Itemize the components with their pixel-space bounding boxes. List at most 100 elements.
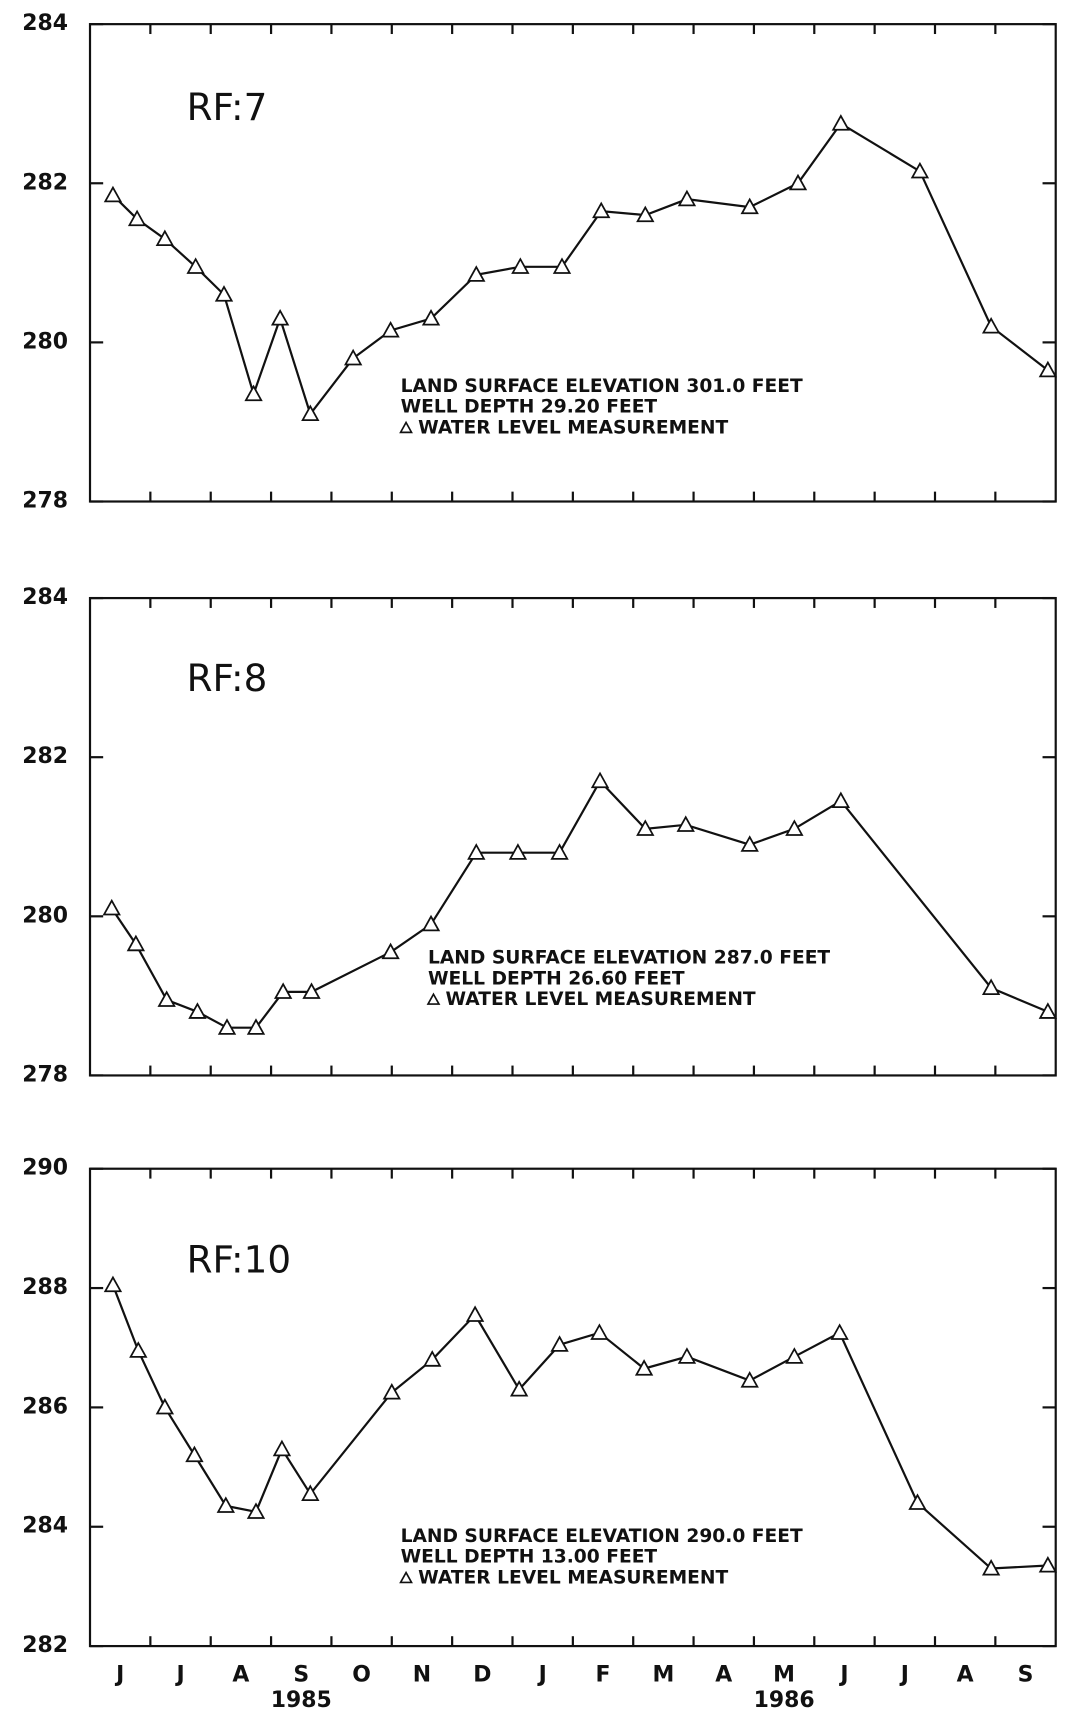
y-tick-label: 282 <box>22 744 68 769</box>
data-point <box>740 835 759 852</box>
x-tick-label: M <box>773 1663 795 1688</box>
data-point <box>423 1350 442 1367</box>
data-point <box>636 819 655 836</box>
data-point <box>1038 360 1058 378</box>
data-point <box>831 114 851 131</box>
annotation: WELL DEPTH 26.60 FEET <box>428 968 685 989</box>
data-point <box>590 1323 609 1340</box>
x-tick-label: A <box>232 1663 249 1688</box>
data-point <box>740 197 759 215</box>
data-point <box>301 404 320 422</box>
panel-label: RF:8 <box>187 656 268 700</box>
x-tick-label: S <box>1018 1663 1034 1688</box>
data-point <box>830 1323 849 1340</box>
y-tick-label: 278 <box>22 1062 68 1087</box>
data-line <box>111 1284 1048 1570</box>
x-tick-label: M <box>652 1663 674 1688</box>
y-tick-label: 284 <box>22 1514 68 1539</box>
x-tick-label: J <box>114 1663 124 1688</box>
data-point <box>1038 1002 1058 1019</box>
data-point <box>676 815 695 832</box>
annotation: LAND SURFACE ELEVATION 287.0 FEET <box>428 948 830 969</box>
data-point <box>103 1275 123 1293</box>
data-point <box>246 1502 266 1519</box>
annotation: WELL DEPTH 29.20 FEET <box>401 397 658 418</box>
x-tick-label: J <box>537 1663 547 1688</box>
x-tick-label: A <box>957 1663 974 1688</box>
data-point <box>788 173 808 191</box>
data-point <box>103 185 123 203</box>
annotation: LAND SURFACE ELEVATION 301.0 FEET <box>401 376 803 397</box>
data-point <box>677 1347 697 1364</box>
data-point <box>550 843 569 860</box>
legend-marker <box>399 420 413 434</box>
x-tick-label: N <box>413 1663 431 1688</box>
y-tick-label: 288 <box>22 1275 68 1300</box>
data-point <box>550 1335 569 1352</box>
data-point <box>509 1380 529 1397</box>
data-point <box>188 1002 207 1019</box>
data-point <box>129 1341 148 1358</box>
data-point <box>155 1397 175 1415</box>
y-tick-label: 278 <box>22 489 68 514</box>
x-tick-label: A <box>715 1663 732 1688</box>
data-point <box>301 1484 320 1501</box>
data-point <box>127 209 147 227</box>
data-point <box>910 161 930 179</box>
annotation: LAND SURFACE ELEVATION 290.0 FEET <box>401 1526 803 1547</box>
y-tick-label: 280 <box>22 329 68 354</box>
data-point <box>592 201 611 219</box>
data-point <box>467 843 486 860</box>
data-point <box>785 1347 804 1364</box>
data-point <box>216 1496 235 1513</box>
data-point <box>785 819 804 836</box>
x-tick-label: J <box>838 1663 848 1688</box>
data-point <box>272 1439 292 1457</box>
data-point <box>155 229 175 246</box>
data-point <box>508 843 528 860</box>
legend-label: WATER LEVEL MEASUREMENT <box>446 989 756 1010</box>
data-point <box>186 257 205 274</box>
y-tick-label: 290 <box>22 1156 68 1181</box>
data-point <box>244 384 263 402</box>
y-tick-label: 286 <box>22 1394 68 1419</box>
data-point <box>381 942 400 960</box>
y-tick-label: 282 <box>22 1633 68 1658</box>
data-point <box>634 1359 654 1376</box>
data-point <box>302 982 321 999</box>
year-label: 1986 <box>754 1688 815 1713</box>
year-label: 1985 <box>271 1688 332 1713</box>
data-point <box>981 316 1001 334</box>
data-point <box>552 257 572 274</box>
panel-label: RF:7 <box>187 85 268 129</box>
y-tick-label: 284 <box>22 11 68 36</box>
data-point <box>157 990 176 1007</box>
x-tick-label: J <box>174 1663 184 1688</box>
data-point <box>185 1445 204 1463</box>
data-point <box>590 771 610 789</box>
y-tick-label: 284 <box>22 585 68 610</box>
data-point <box>981 1559 1001 1576</box>
x-tick-label: O <box>352 1663 371 1688</box>
data-point <box>465 1305 485 1322</box>
data-point <box>511 257 530 274</box>
legend-label: WATER LEVEL MEASUREMENT <box>418 417 728 438</box>
data-point <box>908 1493 927 1510</box>
data-point <box>740 1371 759 1388</box>
data-point <box>382 1382 401 1400</box>
x-tick-label: F <box>596 1663 611 1688</box>
x-tick-label: J <box>899 1663 909 1688</box>
data-point <box>981 978 1001 995</box>
data-line <box>112 122 1049 417</box>
data-point <box>421 309 441 326</box>
data-point <box>217 1018 237 1035</box>
data-point <box>636 205 655 223</box>
data-point <box>246 1018 266 1035</box>
legend-marker <box>399 1570 413 1584</box>
data-point <box>126 934 146 952</box>
x-tick-label: S <box>293 1663 309 1688</box>
panel-label: RF:10 <box>187 1237 292 1281</box>
data-point <box>421 914 441 932</box>
annotation: WELL DEPTH 13.00 FEET <box>401 1547 658 1568</box>
